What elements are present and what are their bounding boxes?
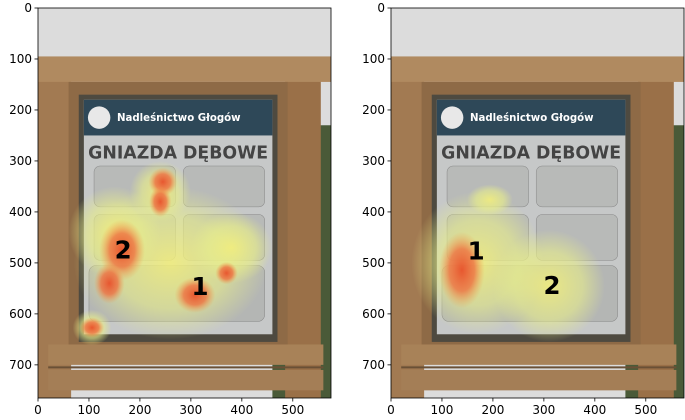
y-tick-label: 100 bbox=[362, 52, 385, 66]
image-panel: Nadleśnictwo Głogów GNIAZDA DĘBOWE 1 2 bbox=[391, 8, 684, 398]
annotation: 1 bbox=[192, 272, 209, 301]
heat-blob bbox=[94, 262, 125, 304]
x-tick-label: 200 bbox=[128, 403, 151, 417]
heat-blob bbox=[492, 229, 606, 342]
heat-blob bbox=[438, 231, 485, 309]
x-tick-label: 200 bbox=[481, 403, 504, 417]
photo: Nadleśnictwo Głogów GNIAZDA DĘBOWE 1 2 bbox=[391, 8, 684, 398]
y-tick-label: 100 bbox=[9, 52, 32, 66]
photo: Nadleśnictwo Głogów GNIAZDA DĘBOWE 1 2 bbox=[38, 8, 331, 398]
y-tick-label: 700 bbox=[362, 358, 385, 372]
sign-heading: GNIAZDA DĘBOWE bbox=[441, 143, 621, 163]
axes-frame bbox=[390, 7, 685, 399]
sign-title: Nadleśnictwo Głogów bbox=[117, 112, 241, 124]
x-tick-label: 300 bbox=[179, 403, 202, 417]
annotation: 1 bbox=[468, 237, 485, 266]
y-tick-label: 500 bbox=[9, 256, 32, 270]
x-tick-label: 300 bbox=[532, 403, 555, 417]
y-tick-label: 400 bbox=[362, 205, 385, 219]
y-tick-label: 0 bbox=[377, 1, 385, 15]
y-tick-label: 500 bbox=[362, 256, 385, 270]
y-tick-label: 600 bbox=[362, 307, 385, 321]
heat-blob bbox=[466, 184, 513, 215]
heat-blob bbox=[149, 186, 172, 218]
y-tick-label: 200 bbox=[9, 103, 32, 117]
x-tick-label: 100 bbox=[431, 403, 454, 417]
sign-heading: GNIAZDA DĘBOWE bbox=[88, 143, 268, 163]
x-tick-label: 400 bbox=[230, 403, 253, 417]
heat-blob bbox=[190, 211, 273, 284]
x-tick-label: 100 bbox=[78, 403, 101, 417]
annotation: 2 bbox=[544, 271, 561, 300]
axes-frame bbox=[37, 7, 332, 399]
y-tick-label: 0 bbox=[24, 1, 32, 15]
y-tick-label: 300 bbox=[9, 154, 32, 168]
heat-blob bbox=[215, 261, 238, 285]
y-tick-label: 200 bbox=[362, 103, 385, 117]
y-tick-label: 700 bbox=[9, 358, 32, 372]
heat-blob bbox=[79, 317, 105, 338]
sign-title: Nadleśnictwo Głogów bbox=[470, 112, 594, 124]
x-tick-label: 0 bbox=[34, 403, 42, 417]
y-tick-label: 600 bbox=[9, 307, 32, 321]
x-tick-label: 500 bbox=[281, 403, 304, 417]
annotation: 2 bbox=[115, 236, 132, 265]
x-tick-label: 500 bbox=[634, 403, 657, 417]
image-panel: Nadleśnictwo Głogów GNIAZDA DĘBOWE 1 2 bbox=[38, 8, 331, 398]
x-tick-label: 400 bbox=[583, 403, 606, 417]
heat-blob bbox=[174, 277, 216, 313]
y-tick-label: 400 bbox=[9, 205, 32, 219]
x-tick-label: 0 bbox=[387, 403, 395, 417]
y-tick-label: 300 bbox=[362, 154, 385, 168]
